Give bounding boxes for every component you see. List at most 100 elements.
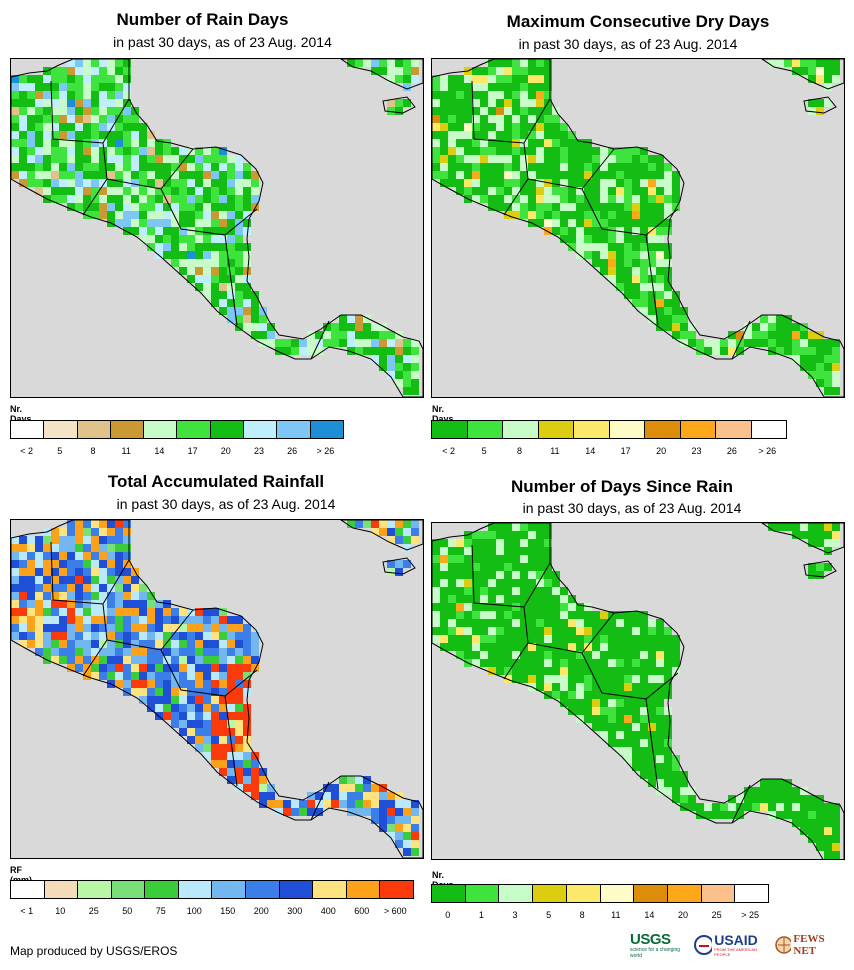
panel-title: Total Accumulated Rainfall: [107, 472, 325, 491]
island-outline: [340, 59, 423, 90]
legend-swatch: [78, 881, 112, 898]
color-legend: [431, 420, 787, 439]
legend-swatch: [212, 881, 247, 898]
legend-title: Nr. Days: [432, 404, 454, 424]
color-legend: [10, 420, 344, 439]
legend-tick-label: 11: [550, 446, 560, 456]
usgs-wordmark: USGS: [630, 930, 671, 948]
usaid-wordmark: USAID: [714, 932, 758, 948]
legend-swatch: [538, 421, 574, 438]
panel-subtitle: in past 30 days, as of 23 Aug. 2014: [116, 496, 336, 512]
country-border: [731, 320, 751, 360]
island-outline: [803, 96, 837, 114]
land-pixels: [432, 59, 840, 395]
legend-swatch: [645, 421, 681, 438]
legend-tick-label: 11: [121, 446, 131, 456]
legend-swatch: [634, 885, 668, 902]
legend-swatch: [279, 881, 314, 898]
legend-tick-label: 14: [585, 446, 596, 456]
map-canvas: [432, 59, 844, 397]
legend-tick-label: 1: [478, 910, 484, 920]
coastline: [11, 59, 423, 397]
legend-tick-label: 25: [88, 906, 99, 916]
legend-ticks: < 2 5 8 11 14 17 20 23 26 > 26: [431, 446, 785, 458]
legend-swatch: [574, 421, 610, 438]
legend-swatch: [346, 881, 381, 898]
country-border: [581, 188, 679, 236]
legend-swatch: [313, 881, 347, 898]
fewsnet-wordmark: FEWS NET: [793, 933, 825, 957]
legend-tick-label: > 26: [758, 446, 777, 456]
island-outline: [761, 59, 844, 90]
map-dry-days: [431, 58, 845, 398]
legend-ticks: 0 1 3 5 8 11 14 20 25 > 25: [431, 910, 767, 922]
legend-tick-label: < 2: [442, 446, 456, 456]
usgs-logo: USGS science for a changing world: [630, 932, 688, 959]
legend-swatch: [44, 881, 79, 898]
map-credit: Map produced by USGS/EROS: [10, 944, 178, 958]
legend-swatch: [432, 421, 468, 438]
panel-title: Maximum Consecutive Dry Days: [506, 12, 770, 31]
country-border: [50, 541, 130, 605]
legend-swatch: [467, 421, 503, 438]
legend-tick-label: 23: [253, 446, 265, 456]
legend-swatch: [667, 885, 702, 902]
legend-tick-label: 8: [90, 446, 96, 456]
legend-swatch: [246, 881, 280, 898]
usaid-tagline: FROM THE AMERICAN PEOPLE: [714, 947, 758, 957]
legend-swatch: [244, 421, 278, 438]
legend-tick-label: 600: [354, 906, 370, 916]
legend-tick-label: 50: [122, 906, 133, 916]
map-canvas: [432, 523, 844, 859]
legend-tick-label: < 1: [20, 906, 34, 916]
map-days-since-rain: [431, 522, 845, 860]
legend-swatch: [145, 881, 179, 898]
panel-subtitle: in past 30 days, as of 23 Aug. 2014: [113, 34, 332, 50]
legend-tick-label: 25: [711, 910, 722, 920]
legend-swatch: [310, 421, 343, 438]
legend-swatch: [178, 881, 213, 898]
legend-tick-label: 14: [644, 910, 655, 920]
color-legend: [431, 884, 769, 903]
coastline: [432, 523, 844, 859]
legend-tick-label: 300: [287, 906, 303, 916]
panel-title: Number of Days Since Rain: [510, 477, 733, 496]
legend-swatch: [432, 885, 466, 902]
legend-tick-label: > 25: [741, 910, 760, 920]
legend-tick-label: 17: [187, 446, 198, 456]
legend-swatch: [465, 885, 500, 902]
legend-tick-label: 400: [320, 906, 336, 916]
legend-swatch: [144, 421, 178, 438]
island-outline: [382, 96, 416, 114]
panel-title: Number of Rain Days: [116, 10, 289, 29]
country-border: [645, 698, 659, 790]
legend-swatch: [110, 421, 145, 438]
legend-swatch: [566, 885, 601, 902]
legend-swatch: [716, 421, 752, 438]
legend-tick-label: 100: [186, 906, 202, 916]
country-border: [310, 320, 330, 360]
country-border: [160, 188, 258, 236]
panel-subtitle: in past 30 days, as of 23 Aug. 2014: [518, 36, 738, 52]
legend-tick-label: 26: [287, 446, 298, 456]
usaid-logo: USAID FROM THE AMERICAN PEOPLE: [693, 932, 769, 957]
legend-tick-label: 3: [512, 910, 518, 920]
legend-title: Nr. Days: [10, 404, 32, 424]
legend-swatch: [380, 881, 413, 898]
country-border: [224, 234, 238, 326]
legend-tick-label: < 2: [20, 446, 33, 456]
country-border: [224, 695, 238, 787]
legend-swatch: [503, 421, 539, 438]
legend-swatch: [210, 421, 245, 438]
color-legend: [10, 880, 414, 899]
legend-tick-label: 11: [611, 910, 621, 920]
fewsnet-globe-icon: [775, 936, 792, 954]
country-border: [731, 784, 751, 824]
legend-tick-label: 150: [220, 906, 236, 916]
legend-swatch: [11, 421, 45, 438]
legend-swatch: [701, 885, 736, 902]
map-canvas: [11, 59, 423, 397]
land-pixels: [11, 520, 419, 856]
legend-tick-label: 20: [220, 446, 231, 456]
legend-tick-label: 26: [726, 446, 737, 456]
